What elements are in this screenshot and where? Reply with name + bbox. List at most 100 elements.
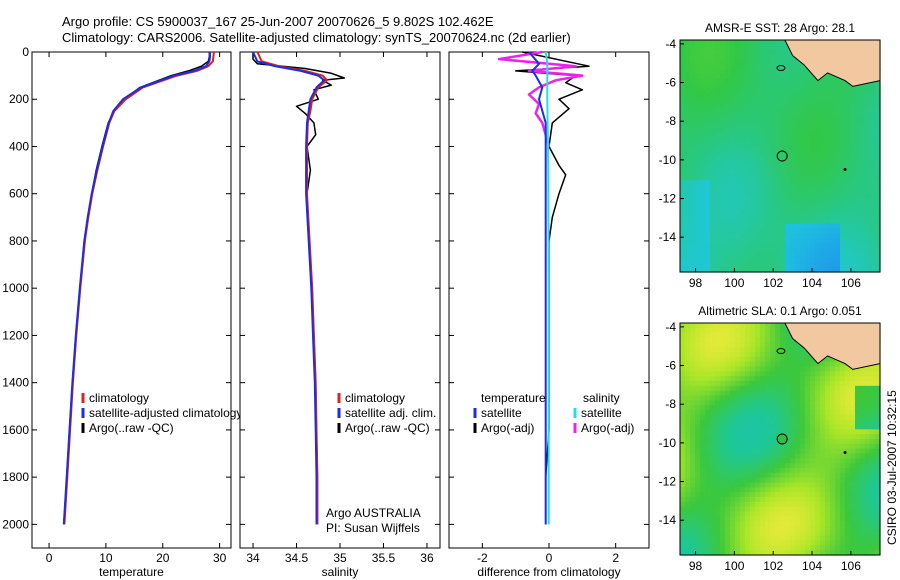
sla_map-cell: [685, 337, 691, 343]
sla_map-cell: [835, 448, 841, 455]
sst_map-cell: [830, 73, 836, 80]
sla_map-cell: [775, 521, 781, 527]
sst_map-cell: [715, 98, 721, 104]
sla_map-cell: [795, 521, 801, 527]
sst_map-cell: [820, 78, 826, 85]
sst_map-cell: [770, 214, 776, 220]
sst_map-cell: [845, 194, 851, 201]
sst_map-cell: [750, 151, 756, 157]
sst_map-cell: [795, 180, 801, 186]
sst_map-cell: [715, 238, 721, 244]
sla_map-cell: [795, 468, 801, 474]
sst_map-cell: [695, 112, 701, 118]
sst_map-cell: [870, 247, 876, 254]
sla_map-cell: [815, 540, 821, 546]
sla_map-cell: [785, 526, 791, 532]
sst_map-cell: [870, 102, 876, 109]
sla_map-cell: [820, 540, 826, 546]
sla_map-cell: [755, 448, 761, 455]
sst_map-cell: [725, 107, 731, 114]
sla_map-cell: [740, 468, 746, 474]
sla_map-cell: [790, 545, 796, 551]
sst_map-cell: [700, 156, 706, 162]
sla_map-cell: [695, 342, 701, 348]
sla_map-cell: [815, 521, 821, 527]
sla_map-cell: [715, 400, 721, 406]
sla_map-cell: [735, 395, 741, 401]
sst_map-cell: [785, 165, 791, 172]
sst_map-cell: [710, 199, 716, 205]
sst_map-cell: [800, 257, 806, 263]
sla_map-cell: [795, 342, 801, 348]
sla_map-cell: [755, 550, 761, 556]
sla_map-cell: [740, 366, 746, 372]
sla_map-cell: [735, 516, 741, 522]
sla_map-cell: [755, 356, 761, 363]
sst_map-cell: [715, 93, 721, 99]
sst_map-cell: [875, 262, 881, 268]
sst_map-cell: [700, 204, 706, 210]
sst_map-cell: [735, 83, 741, 89]
sla_map-cell: [825, 468, 831, 474]
sst_map-cell: [795, 117, 801, 123]
sst_map-cell: [775, 243, 781, 249]
sla_map-cell: [735, 390, 741, 397]
sst_map-cell: [725, 218, 731, 225]
sst_map-cell: [755, 40, 761, 46]
sla_map-cell: [700, 492, 706, 498]
sst_map-cell: [810, 194, 816, 201]
sst_map-cell: [680, 262, 686, 268]
sst_map-cell: [680, 233, 686, 239]
sla_map-cell: [810, 376, 816, 382]
sla_map-cell: [860, 414, 866, 421]
sla_map-cell: [750, 434, 756, 440]
sst_map-cell: [735, 262, 741, 268]
sst_map-cell: [770, 59, 776, 65]
sst_map-cell: [870, 175, 876, 181]
temperature-ytick-label: 1600: [2, 423, 29, 437]
sst_map-cell: [695, 185, 701, 191]
sst_map-cell: [860, 112, 866, 118]
sla_map-cell: [810, 453, 816, 459]
sst_map-cell: [760, 131, 766, 138]
sst_map-cell: [760, 98, 766, 104]
sla_map-cell: [850, 530, 856, 537]
sst_map-cell: [720, 228, 726, 234]
sla_map-cell: [720, 366, 726, 372]
sst_map-cell: [680, 49, 686, 56]
sla_map-cell: [710, 419, 716, 426]
sla_map-cell: [820, 511, 826, 517]
sla_map-cell: [705, 501, 711, 508]
sla_map-cell: [775, 506, 781, 513]
sst_map-cell: [755, 175, 761, 181]
sst_map-cell: [865, 170, 871, 176]
sla_map-cell: [705, 463, 711, 469]
sla_map-cell: [850, 371, 856, 377]
sla_map-cell: [855, 371, 861, 377]
sst_map-cell: [865, 209, 871, 215]
sla_map-cell: [700, 439, 706, 445]
sla_map-cell: [685, 361, 691, 368]
sla_map-cell: [745, 506, 751, 513]
sla_map-cell: [720, 511, 726, 517]
sla_map-cell: [830, 472, 836, 479]
sla_map-cell: [755, 332, 761, 339]
sst_map-cell: [875, 209, 881, 215]
sla_map-cell: [785, 468, 791, 474]
sla_map-cell: [785, 361, 791, 368]
sst_map-cell: [800, 160, 806, 167]
sla_map-cell: [740, 540, 746, 546]
sst_map-cell: [795, 214, 801, 220]
sla_map-cell: [860, 376, 866, 382]
sst_map-cell: [745, 175, 751, 181]
sst_map-cell: [795, 131, 801, 138]
sla_map-cell: [785, 400, 791, 406]
sla_map-cell: [710, 371, 716, 377]
sst_map-cell: [730, 78, 736, 85]
sst_map-cell: [835, 175, 841, 181]
sst_map-cell: [775, 49, 781, 56]
sst_map-cell: [750, 107, 756, 114]
sst_map-cell: [680, 78, 686, 85]
sst_map-cell: [825, 204, 831, 210]
sst_map-cell: [840, 136, 846, 143]
